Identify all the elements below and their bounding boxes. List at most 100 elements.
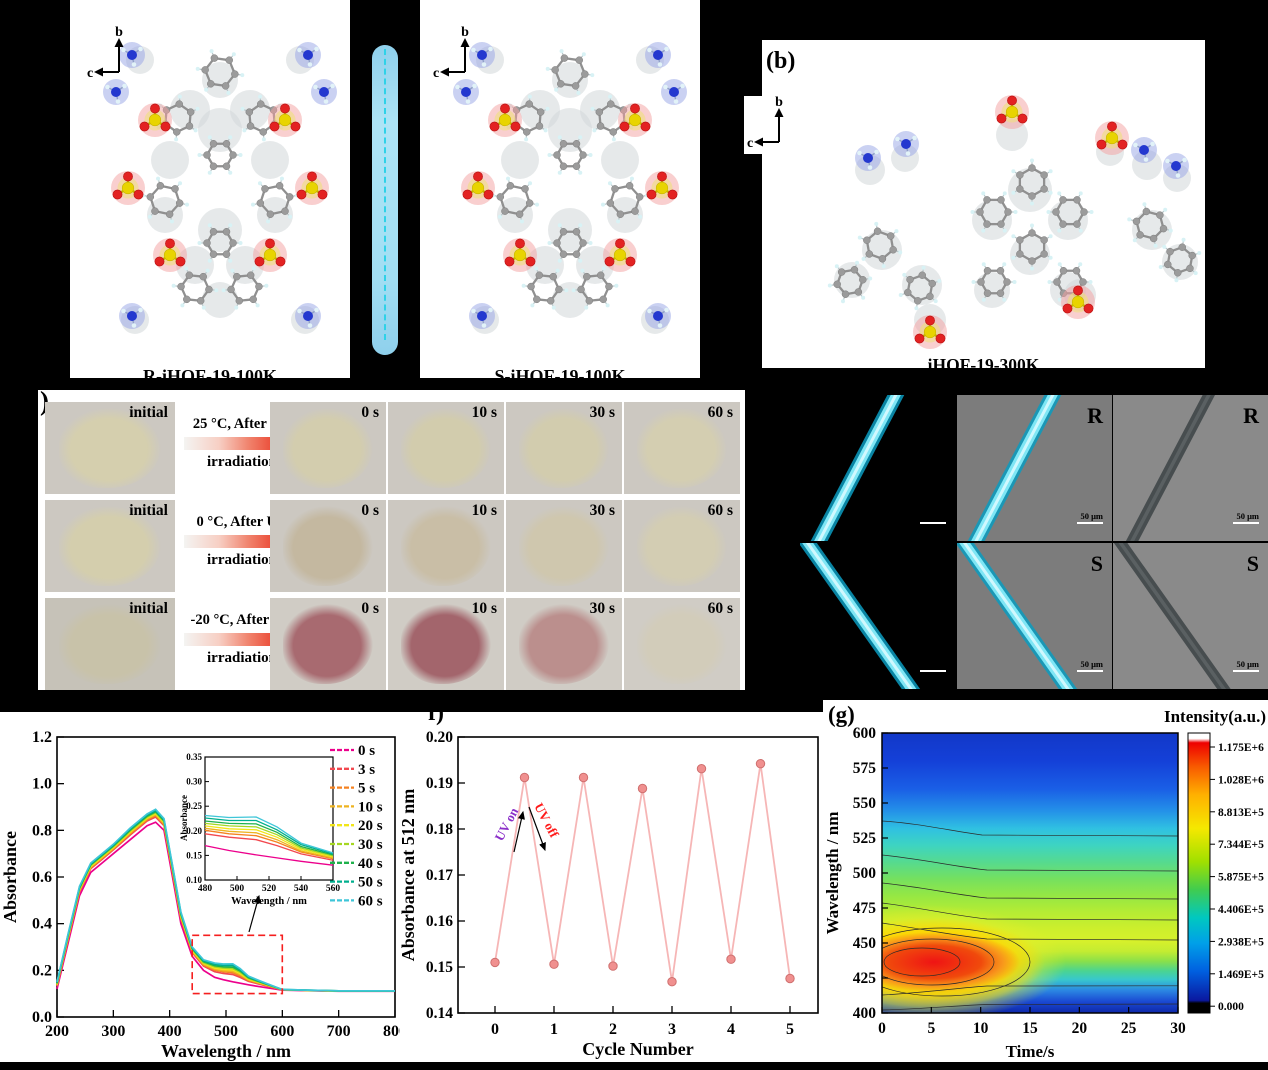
irradiation-label: irradiation (207, 650, 277, 666)
sample-photo: initial (45, 402, 175, 494)
powder-sample (518, 408, 610, 488)
svg-text:0: 0 (491, 1021, 499, 1038)
chirality-letter: R (1087, 403, 1104, 428)
scale-bar (1233, 522, 1259, 524)
scale-bar (920, 669, 946, 672)
photo-time-label: 30 s (589, 600, 615, 617)
svg-text:400: 400 (158, 1023, 182, 1040)
panel-f-letter-partial: f) (428, 712, 444, 726)
sample-photo: 10 s (388, 402, 504, 494)
svg-text:Wavelength / nm: Wavelength / nm (823, 812, 842, 935)
panel-b-letter: (b) (766, 48, 796, 74)
svg-text:UV off: UV off (531, 800, 562, 840)
svg-text:20: 20 (1072, 1020, 1088, 1037)
svg-text:480: 480 (198, 884, 213, 894)
sample-photo: initial (45, 500, 175, 592)
axis-indicator: bc (87, 26, 124, 81)
svg-text:b: b (461, 26, 469, 40)
microscopy-image: R 50 μm (800, 395, 955, 541)
powder-sample (518, 506, 610, 586)
svg-text:600: 600 (853, 725, 877, 742)
molecular-structure (827, 95, 1202, 349)
svg-text:2.938E+5: 2.938E+5 (1218, 936, 1264, 948)
svg-text:1: 1 (550, 1021, 558, 1038)
svg-text:0.000: 0.000 (1218, 1001, 1244, 1013)
sample-photo: 30 s (506, 402, 622, 494)
svg-text:500: 500 (214, 1023, 238, 1040)
panel-g-letter: (g) (828, 702, 855, 727)
photo-time-label: 30 s (589, 502, 615, 519)
photo-time-label: 10 s (471, 502, 497, 519)
crystal-rod-image: R 50 μm (1125, 395, 1260, 541)
powder-sample (59, 506, 161, 586)
photo-time-label: initial (129, 404, 168, 421)
svg-text:Absorbance: Absorbance (179, 795, 189, 841)
scale-bar (1076, 669, 1103, 672)
scale-bar (920, 522, 946, 524)
scale-bar-label: 50 μm (1080, 511, 1103, 521)
chirality-letter: S (934, 551, 946, 576)
svg-text:0.20: 0.20 (426, 729, 453, 746)
powder-sample (59, 604, 161, 684)
sample-photo: 0 s (270, 598, 386, 690)
photo-time-label: 0 s (361, 404, 379, 421)
photo-time-label: 0 s (361, 502, 379, 519)
photo-time-label: 30 s (589, 404, 615, 421)
sample-photo: 10 s (388, 500, 504, 592)
svg-text:0.19: 0.19 (426, 775, 453, 792)
crystal-rod-image: S 50 μm (1113, 542, 1259, 689)
needle-crystal-image (372, 45, 398, 355)
photo-time-label: 60 s (707, 600, 733, 617)
svg-text:0.8: 0.8 (32, 822, 52, 839)
condition-label: -20 °C, After UV (190, 612, 294, 628)
photo-time-label: 60 s (707, 502, 733, 519)
svg-text:5: 5 (927, 1020, 935, 1037)
axis-indicator: bc (747, 96, 784, 151)
microscopy-image: S 50 μm (1113, 542, 1268, 689)
svg-text:Cycle Number: Cycle Number (582, 1039, 693, 1059)
uv-photo-panel: ) initial 25 °C, After UV irradiation 0 s 10… (38, 390, 745, 690)
svg-text:Absorbance: Absorbance (0, 831, 20, 923)
svg-text:5.875E+5: 5.875E+5 (1218, 872, 1264, 884)
svg-text:10: 10 (973, 1020, 989, 1037)
arrow-right-icon (184, 628, 298, 650)
microscopy-image: S 50 μm (956, 542, 1112, 689)
svg-text:1.0: 1.0 (32, 776, 52, 793)
svg-text:0: 0 (878, 1020, 886, 1037)
powder-sample (282, 604, 374, 684)
sample-photo: 60 s (624, 598, 740, 690)
svg-text:Wavelength / nm: Wavelength / nm (231, 896, 307, 907)
svg-text:60 s: 60 s (358, 893, 383, 909)
svg-text:30: 30 (1170, 1020, 1186, 1037)
svg-text:0.10: 0.10 (186, 875, 202, 885)
svg-text:450: 450 (853, 935, 877, 952)
crystal-rod-image: R 50 μm (967, 395, 1104, 541)
fluorescence-microscopy-grid: R 50 μm R 50 μm R 50 μm S 50 μm S 50 μm S 50 μm (800, 395, 1268, 690)
svg-text:0.20: 0.20 (186, 826, 202, 836)
svg-text:0.4: 0.4 (32, 916, 52, 933)
axis-indicator: bc (433, 26, 470, 81)
structure-caption: S-iHOF-19-100K (494, 366, 626, 378)
svg-text:c: c (433, 66, 439, 81)
crystal-rod-image: R 50 μm (810, 395, 947, 541)
svg-text:1.2: 1.2 (32, 729, 52, 746)
photo-row: initial 25 °C, After UV irradiation 0 s 10 s… (38, 402, 745, 494)
crystal-rod-image: S 50 μm (956, 542, 1103, 689)
irradiation-label: irradiation (207, 454, 277, 470)
svg-text:0.14: 0.14 (426, 1005, 453, 1022)
svg-text:700: 700 (327, 1023, 351, 1040)
condition-label: 0 °C, After UV (196, 514, 288, 530)
svg-text:50 s: 50 s (358, 875, 383, 891)
svg-text:0.6: 0.6 (32, 869, 52, 886)
scale-bar-label: 50 μm (1080, 659, 1103, 669)
svg-text:0.2: 0.2 (32, 962, 52, 979)
svg-text:30 s: 30 s (358, 837, 383, 853)
svg-text:Absorbance at 512 nm: Absorbance at 512 nm (398, 789, 418, 962)
svg-text:4.406E+5: 4.406E+5 (1218, 904, 1264, 916)
svg-text:560: 560 (326, 884, 341, 894)
svg-text:800: 800 (383, 1023, 400, 1040)
svg-text:500: 500 (230, 884, 245, 894)
svg-text:0.15: 0.15 (186, 850, 202, 860)
